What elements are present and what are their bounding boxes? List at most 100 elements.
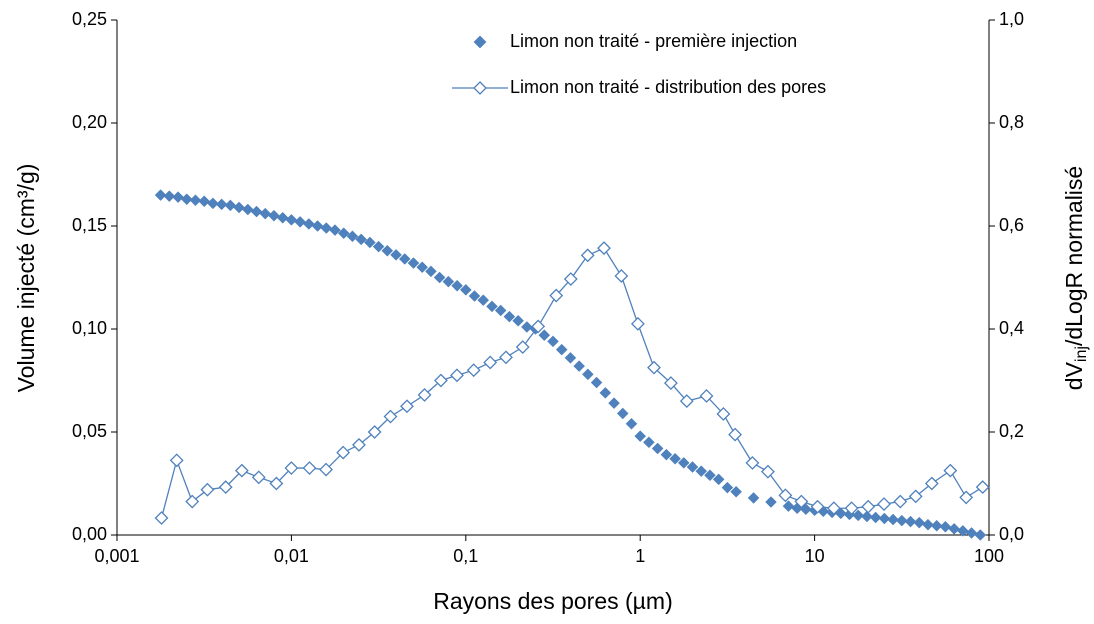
point [660,448,673,461]
point [355,233,368,246]
y-tick-label: 0,20 [72,112,107,132]
point [861,510,873,523]
point [285,213,298,226]
point [233,201,245,214]
point [634,430,647,442]
point [614,269,629,283]
point [761,464,775,479]
point [185,494,200,509]
point [699,389,714,403]
point [794,494,809,509]
point [154,511,169,525]
point [564,351,577,364]
x-tick-label: 10 [805,546,825,566]
point [417,388,432,402]
point [269,476,284,491]
point [647,360,661,375]
y-tick-label: 0,10 [72,318,107,338]
point [547,335,559,348]
point [450,368,464,383]
x-tick-label: 0,001 [94,546,139,566]
point [563,272,578,286]
point [580,248,595,263]
point [198,195,211,208]
point [782,500,795,513]
x-tick-label: 1 [635,546,645,566]
point [555,343,568,356]
point [503,310,516,323]
point [943,463,958,478]
point [861,499,876,514]
y-tick-label: 0,15 [72,215,107,235]
point [887,513,899,526]
point [400,399,414,414]
point [364,236,376,249]
point [695,465,708,477]
point [352,437,366,452]
point [425,265,437,278]
point [893,494,908,509]
point [597,241,611,256]
point [224,199,237,212]
point [651,442,664,455]
point [904,515,917,528]
point [346,230,359,243]
point [433,271,446,284]
point [704,469,716,482]
x-axis-title: Rayons des pores (µm) [433,588,673,614]
point [582,368,594,381]
point [608,397,620,410]
point [284,461,299,475]
point [721,481,734,494]
point [218,480,233,495]
y2-title-part: dV [1061,361,1087,390]
point [268,209,280,222]
x-tick-label: 0,1 [453,546,478,566]
point [311,220,324,232]
point [922,518,934,531]
point [677,457,690,469]
point [745,455,760,470]
point [459,284,472,296]
point [515,340,530,354]
y-tick-label: 0,25 [72,9,107,29]
point [686,461,699,473]
y2-tick-label: 0,2 [999,421,1024,441]
y2-tick-label: 0,8 [999,112,1024,132]
point [329,224,341,236]
y-axis-title: Volume injecté (cm³/g) [13,164,39,393]
point [913,516,926,529]
point [466,363,481,378]
point [810,499,825,514]
y2-axis-title: dVinj/dLogR normalisé [1061,166,1090,390]
point [200,482,215,497]
point [207,197,219,210]
point [451,279,463,292]
point [483,355,498,370]
y2-tick-label: 1,0 [999,9,1024,29]
y2-tick-label: 0,0 [999,524,1024,544]
point [367,425,382,439]
point [826,501,841,516]
point [180,193,193,206]
point [948,522,960,535]
point [276,211,289,224]
point [169,453,184,468]
y2-title-sub: inj [1073,346,1090,362]
point [398,253,411,265]
legend-label: Limon non traité - distribution des pore… [510,77,826,97]
point [924,476,939,491]
y2-tick-label: 0,6 [999,215,1024,235]
point [728,427,743,442]
point [320,222,333,234]
point [908,489,923,504]
point [154,189,167,201]
point [189,194,202,207]
point [319,462,333,477]
point [590,376,603,389]
point [416,261,429,274]
point [336,445,351,460]
point [974,529,987,541]
point [625,417,638,430]
x-tick-label: 100 [974,546,1004,566]
